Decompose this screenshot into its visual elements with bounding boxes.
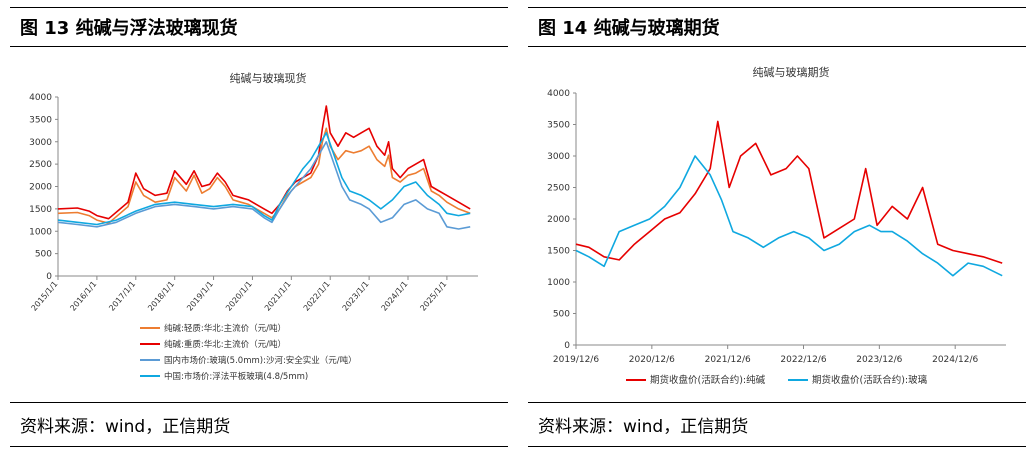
bottom-rule — [528, 446, 1026, 447]
x-tick-label: 2016/1/1 — [68, 280, 98, 313]
y-tick-label: 3000 — [29, 138, 52, 148]
x-tick-label: 2020/12/6 — [629, 355, 675, 365]
series-line-1 — [575, 155, 1003, 277]
source-note: 资料来源：wind，正信期货 — [20, 417, 231, 437]
footer-rule — [528, 402, 1026, 403]
y-tick-label: 500 — [35, 250, 52, 260]
x-tick-label: 2021/1/1 — [263, 280, 293, 313]
top-rule — [10, 7, 508, 8]
y-tick-label: 3500 — [547, 121, 570, 131]
bottom-rule — [10, 446, 508, 447]
figure-panel-right: 图 14 纯碱与玻璃期货 纯碱与玻璃期货 0 500 1000 1500 2000 2500… — [518, 0, 1036, 462]
y-tick-label: 2500 — [29, 160, 52, 170]
y-tick-label: 2000 — [547, 215, 570, 225]
x-tick-label: 2017/1/1 — [107, 280, 137, 313]
y-tick-label: 4000 — [29, 93, 52, 103]
x-tick-label: 2015/1/1 — [30, 280, 60, 313]
y-tick-label: 0 — [564, 341, 570, 351]
series-line-0 — [575, 120, 1003, 264]
header-rule — [528, 46, 1026, 47]
legend-label-1: 纯碱:重质:华北:主流价（元/吨） — [164, 339, 286, 350]
chart-title: 纯碱与玻璃现货 — [230, 71, 307, 85]
y-tick-label: 1500 — [547, 247, 570, 257]
x-tick-label: 2024/1/1 — [380, 280, 410, 313]
spot-price-chart: 纯碱与玻璃现货 0 500 1000 1500 2000 2500 3000 3500 4000 2… — [29, 71, 478, 382]
x-tick-label: 2022/12/6 — [780, 355, 826, 365]
x-tick-label: 2023/12/6 — [856, 355, 902, 365]
y-tick-label: 1000 — [547, 278, 570, 288]
figure-title: 图 13 纯碱与浮法玻璃现货 — [20, 18, 238, 39]
legend-label-3: 中国:市场价:浮法平板玻璃(4.8/5mm) — [164, 371, 308, 382]
x-tick-label: 2021/12/6 — [705, 355, 751, 365]
chart-title: 纯碱与玻璃期货 — [753, 65, 830, 79]
figure-title: 图 14 纯碱与玻璃期货 — [538, 18, 720, 39]
x-tick-label: 2018/1/1 — [146, 280, 176, 313]
legend-label-2: 国内市场价:玻璃(5.0mm):沙河:安全实业（元/吨） — [164, 355, 357, 366]
x-tick-label: 2024/12/6 — [932, 355, 978, 365]
series-line-0 — [57, 127, 471, 224]
y-tick-label: 3500 — [29, 115, 52, 125]
y-tick-label: 1500 — [29, 205, 52, 215]
y-tick-label: 500 — [553, 310, 570, 320]
figure-panel-left: 图 13 纯碱与浮法玻璃现货 纯碱与玻璃现货 0 500 1000 1500 2000 25… — [10, 7, 508, 447]
legend-label-0: 期货收盘价(活跃合约):纯碱 — [650, 374, 766, 386]
x-tick-label: 2022/1/1 — [302, 280, 332, 313]
source-note: 资料来源：wind，正信期货 — [538, 417, 749, 437]
legend-label-0: 纯碱:轻质:华北:主流价（元/吨） — [164, 323, 286, 334]
y-tick-label: 3000 — [547, 152, 570, 162]
y-tick-label: 0 — [46, 272, 52, 282]
series-line-3 — [57, 132, 471, 226]
y-tick-label: 2500 — [547, 184, 570, 194]
series-line-1 — [57, 105, 471, 220]
x-tick-label: 2020/1/1 — [224, 280, 254, 313]
x-tick-label: 2023/1/1 — [341, 280, 371, 313]
y-tick-label: 1000 — [29, 227, 52, 237]
x-tick-label: 2019/12/6 — [553, 355, 599, 365]
y-tick-label: 4000 — [547, 89, 570, 99]
x-tick-label: 2025/1/1 — [418, 280, 448, 313]
header-rule — [10, 46, 508, 47]
top-rule — [528, 7, 1026, 8]
series-line-2 — [57, 141, 471, 230]
x-tick-label: 2019/1/1 — [185, 280, 215, 313]
y-tick-label: 2000 — [29, 183, 52, 193]
legend-label-1: 期货收盘价(活跃合约):玻璃 — [812, 374, 927, 386]
footer-rule — [10, 402, 508, 403]
futures-price-chart: 纯碱与玻璃期货 0 500 1000 1500 2000 2500 3000 3500 4000 2… — [547, 65, 1006, 386]
